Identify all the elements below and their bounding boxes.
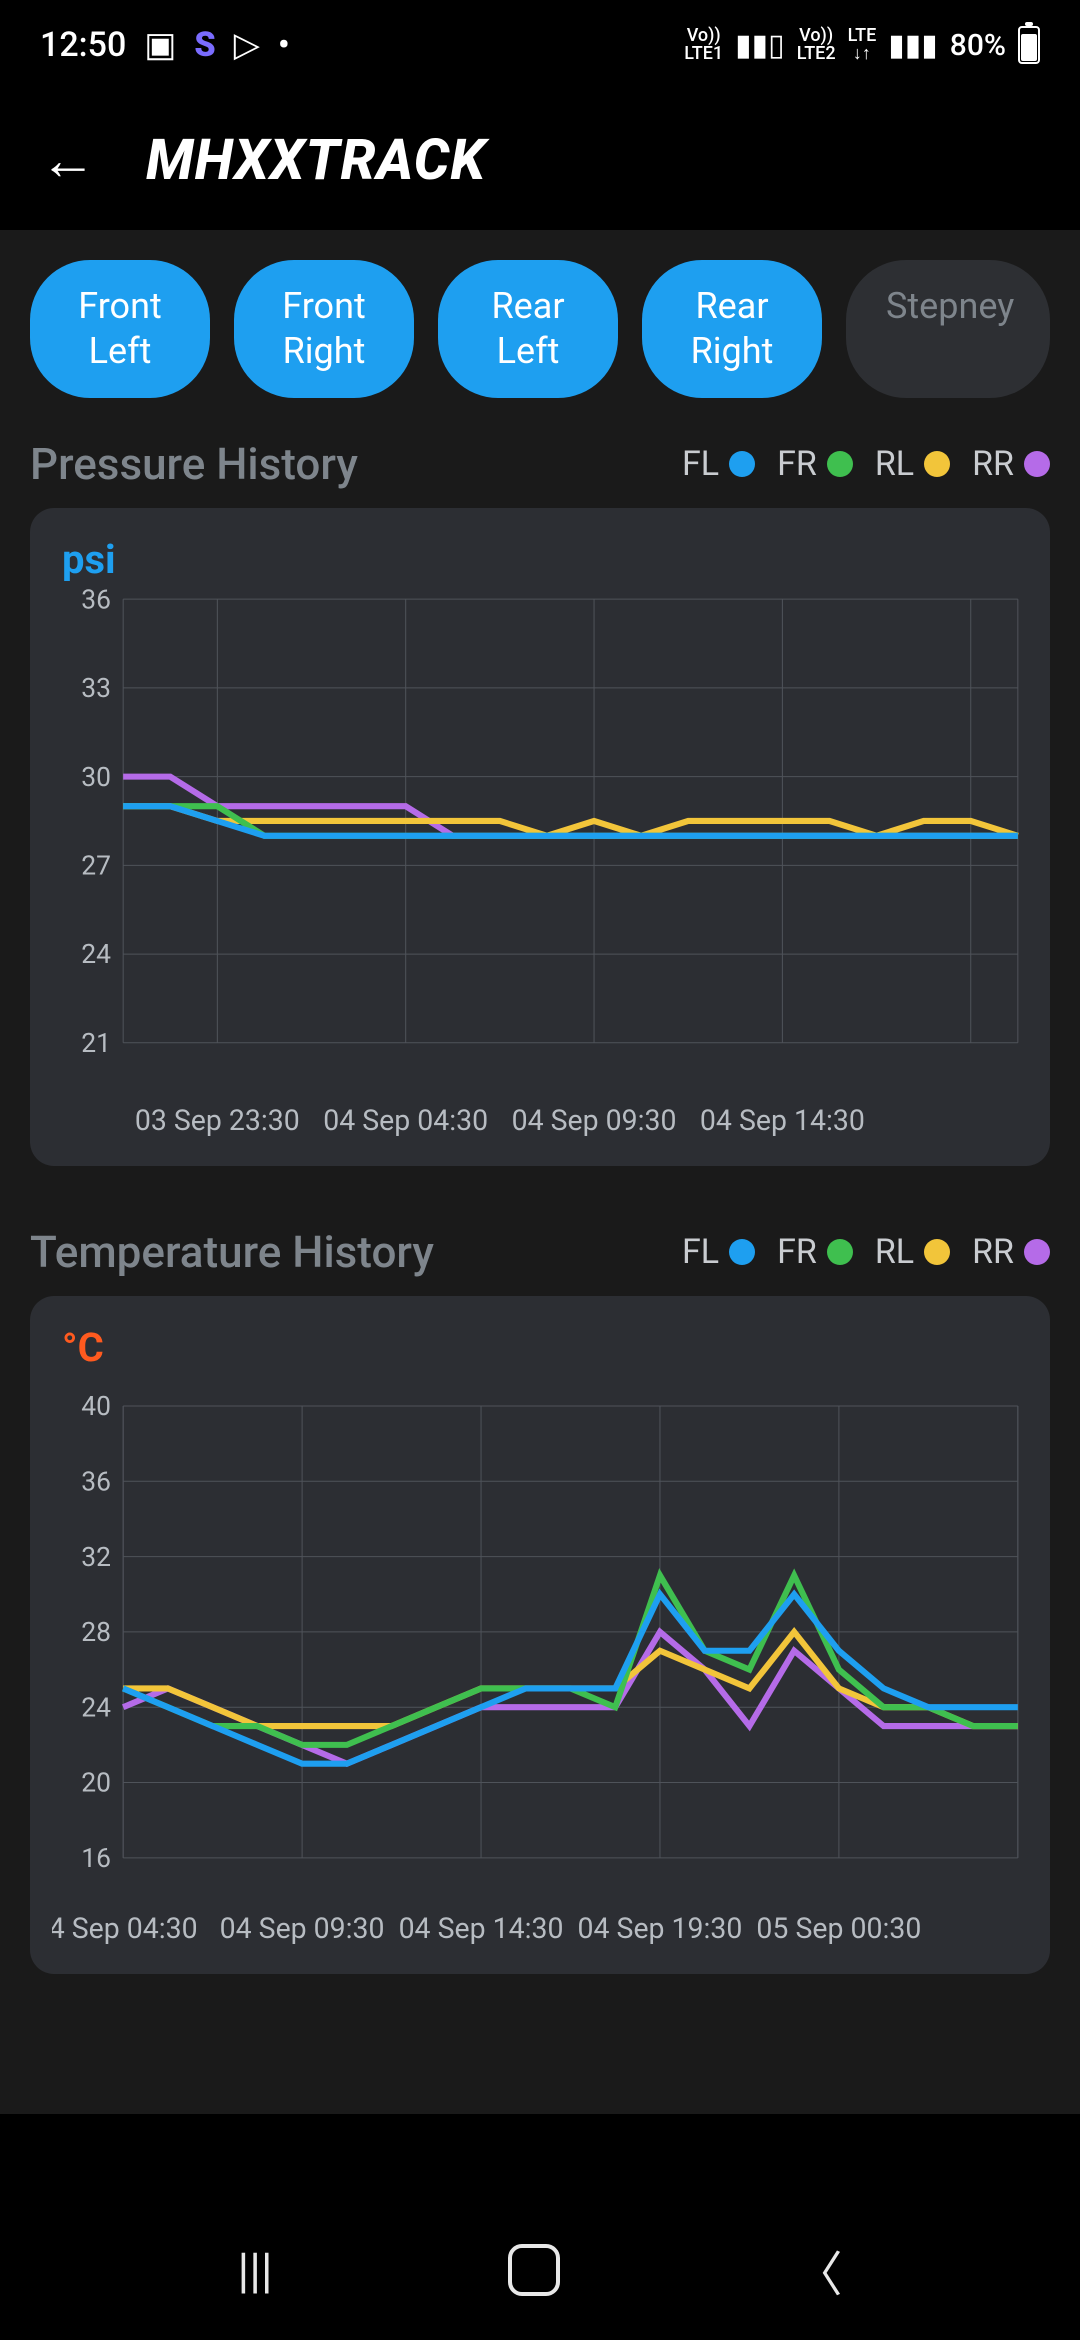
legend-dot-icon bbox=[924, 1239, 950, 1265]
lte-indicator: LTE↓↑ bbox=[848, 27, 877, 63]
legend-label: FR bbox=[777, 444, 817, 484]
temperature-legend: FL FR RL RR bbox=[682, 1232, 1050, 1272]
legend-item: FR bbox=[777, 1232, 853, 1272]
temperature-chart: 16 20 24 28 32 36 40 4 Sep 04:30 04 Sep 09:30 04 … bbox=[52, 1377, 1028, 1946]
pressure-legend: FL FR RL RR bbox=[682, 444, 1050, 484]
svg-text:32: 32 bbox=[81, 1542, 111, 1573]
recents-icon[interactable]: ||| bbox=[237, 2242, 272, 2299]
legend-dot-icon bbox=[924, 451, 950, 477]
pressure-chart-card: psi 21 24 27 30 33 36 03 Sep 23:30 04 Sep 04:30… bbox=[30, 508, 1050, 1166]
pressure-chart: 21 24 27 30 33 36 03 Sep 23:30 04 Sep 04:30 04 S… bbox=[52, 589, 1028, 1138]
svg-text:36: 36 bbox=[81, 589, 111, 615]
svg-text:04 Sep 14:30: 04 Sep 14:30 bbox=[399, 1912, 564, 1945]
legend-dot-icon bbox=[729, 451, 755, 477]
legend-label: RR bbox=[972, 444, 1014, 484]
temperature-unit-label: °C bbox=[52, 1324, 1028, 1371]
legend-dot-icon bbox=[1024, 1239, 1050, 1265]
content-area: FrontLeftFrontRightRearLeftRearRightStep… bbox=[0, 230, 1080, 2114]
svg-text:36: 36 bbox=[81, 1466, 111, 1497]
svg-text:28: 28 bbox=[81, 1617, 111, 1648]
svg-text:04 Sep 14:30: 04 Sep 14:30 bbox=[700, 1104, 865, 1137]
legend-label: RL bbox=[875, 1232, 914, 1272]
legend-item: FL bbox=[682, 444, 755, 484]
svg-text:40: 40 bbox=[81, 1391, 111, 1422]
gallery-icon: ▣ bbox=[144, 25, 176, 65]
svg-text:21: 21 bbox=[81, 1028, 111, 1059]
battery-icon bbox=[1018, 26, 1040, 64]
pressure-unit-label: psi bbox=[52, 536, 1028, 583]
home-icon[interactable] bbox=[508, 2244, 560, 2296]
svg-text:04 Sep 09:30: 04 Sep 09:30 bbox=[220, 1912, 385, 1945]
legend-label: FR bbox=[777, 1232, 817, 1272]
status-left: 12:50 ▣ S ▷ • bbox=[40, 25, 290, 65]
status-bar: 12:50 ▣ S ▷ • Vo))LTE1 ▮▮▯ Vo))LTE2 LTE↓… bbox=[0, 0, 1080, 90]
svg-text:4 Sep 04:30: 4 Sep 04:30 bbox=[52, 1912, 198, 1945]
legend-item: FR bbox=[777, 444, 853, 484]
tyre-chip[interactable]: Stepney bbox=[846, 260, 1050, 398]
legend-item: RR bbox=[972, 444, 1050, 484]
play-icon: ▷ bbox=[234, 25, 260, 65]
status-time: 12:50 bbox=[40, 25, 126, 65]
back-icon[interactable]: 〈 bbox=[795, 2235, 843, 2305]
tyre-chip[interactable]: RearLeft bbox=[438, 260, 618, 398]
svg-text:03 Sep 23:30: 03 Sep 23:30 bbox=[135, 1104, 300, 1137]
back-arrow-icon[interactable]: ← bbox=[40, 132, 96, 188]
legend-item: RR bbox=[972, 1232, 1050, 1272]
legend-dot-icon bbox=[827, 1239, 853, 1265]
tyre-chip[interactable]: FrontLeft bbox=[30, 260, 210, 398]
legend-dot-icon bbox=[1024, 451, 1050, 477]
app-title: MHXXTRACK bbox=[146, 127, 486, 193]
pressure-section-header: Pressure History FL FR RL RR bbox=[30, 438, 1050, 490]
svg-text:16: 16 bbox=[81, 1843, 111, 1874]
android-nav-bar: ||| 〈 bbox=[0, 2200, 1080, 2340]
s-app-icon: S bbox=[194, 25, 215, 65]
sim1-indicator: Vo))LTE1 bbox=[684, 27, 723, 63]
svg-text:30: 30 bbox=[81, 762, 111, 793]
battery-percent: 80% bbox=[950, 28, 1006, 63]
tyre-chip[interactable]: RearRight bbox=[642, 260, 822, 398]
svg-text:24: 24 bbox=[81, 1692, 111, 1723]
legend-item: FL bbox=[682, 1232, 755, 1272]
legend-label: FL bbox=[682, 444, 719, 484]
svg-text:33: 33 bbox=[81, 673, 111, 704]
temperature-chart-card: °C 16 20 24 28 32 36 40 4 Sep 04:30 04 Sep 09:30… bbox=[30, 1296, 1050, 1974]
legend-label: RR bbox=[972, 1232, 1014, 1272]
svg-text:27: 27 bbox=[81, 850, 111, 881]
legend-dot-icon bbox=[827, 451, 853, 477]
legend-label: FL bbox=[682, 1232, 719, 1272]
tyre-chip-row: FrontLeftFrontRightRearLeftRearRightStep… bbox=[30, 260, 1050, 398]
svg-text:04 Sep 04:30: 04 Sep 04:30 bbox=[323, 1104, 488, 1137]
temperature-section-header: Temperature History FL FR RL RR bbox=[30, 1226, 1050, 1278]
legend-dot-icon bbox=[729, 1239, 755, 1265]
app-header: ← MHXXTRACK bbox=[0, 90, 1080, 230]
signal-2-icon: ▮▮▮ bbox=[888, 28, 938, 63]
status-right: Vo))LTE1 ▮▮▯ Vo))LTE2 LTE↓↑ ▮▮▮ 80% bbox=[684, 26, 1040, 64]
svg-text:20: 20 bbox=[81, 1768, 111, 1799]
legend-label: RL bbox=[875, 444, 914, 484]
legend-item: RL bbox=[875, 1232, 950, 1272]
svg-text:05 Sep 00:30: 05 Sep 00:30 bbox=[756, 1912, 921, 1945]
sim2-indicator: Vo))LTE2 bbox=[797, 27, 836, 63]
pressure-title: Pressure History bbox=[30, 438, 358, 490]
tyre-chip[interactable]: FrontRight bbox=[234, 260, 414, 398]
temperature-title: Temperature History bbox=[30, 1226, 434, 1278]
dot-icon: • bbox=[278, 25, 290, 65]
svg-text:04 Sep 19:30: 04 Sep 19:30 bbox=[578, 1912, 743, 1945]
svg-text:24: 24 bbox=[81, 939, 111, 970]
svg-text:04 Sep 09:30: 04 Sep 09:30 bbox=[512, 1104, 677, 1137]
signal-1-icon: ▮▮▯ bbox=[735, 28, 785, 63]
legend-item: RL bbox=[875, 444, 950, 484]
